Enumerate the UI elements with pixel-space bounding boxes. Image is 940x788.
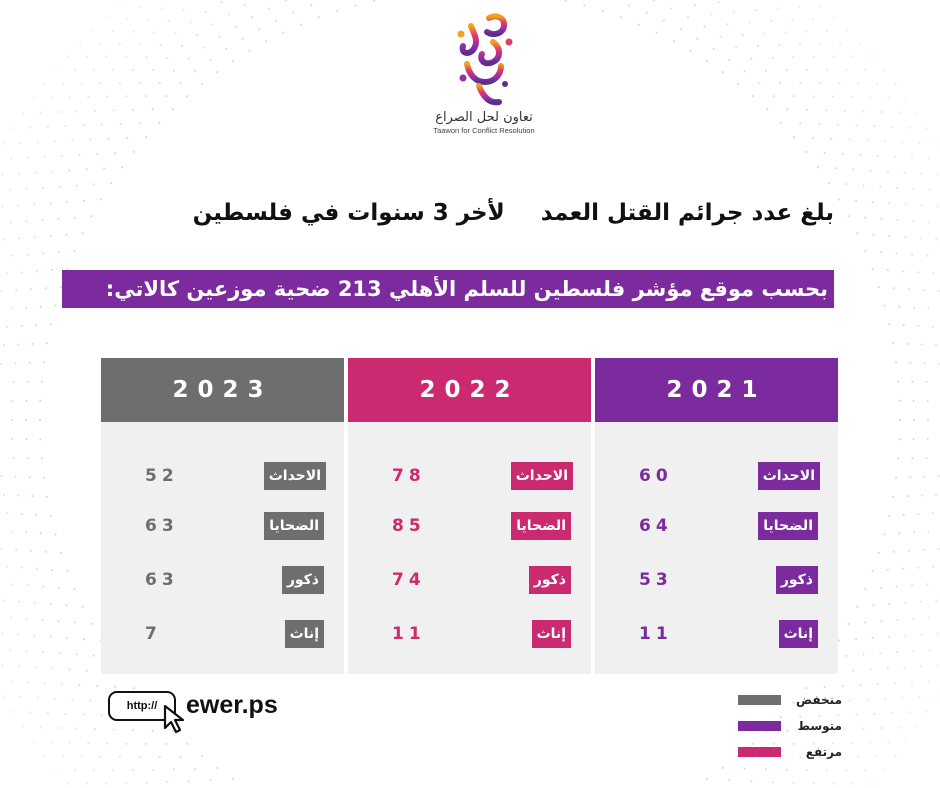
- row-value: 78: [392, 466, 426, 486]
- headline-part-1: بلغ عدد جرائم القتل العمد: [540, 200, 834, 226]
- row-value: 63: [145, 516, 179, 536]
- row-value: 11: [639, 624, 673, 644]
- headline: بلغ عدد جرائم القتل العمد لأخر 3 سنوات ف…: [134, 200, 834, 226]
- year-header: 2022: [348, 358, 591, 422]
- row-label: ذكور: [281, 566, 324, 594]
- row-value: 11: [392, 624, 426, 644]
- table-row: 7 إناث: [101, 620, 344, 648]
- row-value: 63: [145, 570, 179, 590]
- table-row: 63 الضحايا: [101, 512, 344, 540]
- row-label: إناث: [778, 620, 818, 648]
- legend-swatch: [738, 721, 781, 731]
- legend-label: منخفض: [796, 693, 842, 707]
- logo-english-name: Taawon for Conflict Resolution: [433, 126, 535, 135]
- table-row: 78 الاحداث: [348, 462, 591, 490]
- source-banner: بحسب موقع مؤشر فلسطين للسلم الأهلي 213 ض…: [62, 270, 834, 308]
- legend-swatch: [738, 695, 781, 705]
- row-label: إناث: [284, 620, 324, 648]
- table-row: 74 ذكور: [348, 566, 591, 594]
- year-column-body: 78 الاحداث 85 الضحايا 74 ذكور 11 إناث: [348, 422, 591, 674]
- taawon-logo-mark: [457, 13, 513, 106]
- legend-item-medium: متوسط: [738, 716, 848, 736]
- row-value: 74: [392, 570, 426, 590]
- row-value: 52: [145, 466, 179, 486]
- website-domain: ewer.ps: [186, 691, 278, 719]
- legend-swatch: [738, 747, 781, 757]
- year-header: 2023: [101, 358, 344, 422]
- headline-part-2: لأخر 3 سنوات في فلسطين: [192, 200, 505, 226]
- table-row: 64 الضحايا: [595, 512, 838, 540]
- row-value: 53: [639, 570, 673, 590]
- year-column-2021: 2021 60 الاحداث 64 الضحايا 53 ذكور 11 إناث: [595, 358, 838, 674]
- legend-label: مرتفع: [805, 745, 842, 759]
- row-value: 85: [392, 516, 426, 536]
- row-value: 60: [639, 466, 673, 486]
- table-row: 85 الضحايا: [348, 512, 591, 540]
- row-label: الاحداث: [263, 462, 326, 490]
- row-value: 64: [639, 516, 673, 536]
- legend-item-low: منخفض: [738, 690, 848, 710]
- year-column-body: 52 الاحداث 63 الضحايا 63 ذكور 7 إناث: [101, 422, 344, 674]
- row-value: 7: [145, 624, 162, 644]
- table-row: 11 إناث: [348, 620, 591, 648]
- legend-item-high: مرتفع: [738, 742, 848, 762]
- table-row: 52 الاحداث: [101, 462, 344, 490]
- year-column-2022: 2022 78 الاحداث 85 الضحايا 74 ذكور 11 إناث: [348, 358, 591, 674]
- row-label: ذكور: [528, 566, 571, 594]
- table-row: 11 إناث: [595, 620, 838, 648]
- stats-table: 2021 60 الاحداث 64 الضحايا 53 ذكور 11 إناث 2022 78…: [101, 358, 838, 674]
- logo-arabic-name: تعاون لحل الصراع: [435, 110, 533, 125]
- row-label: الاحداث: [510, 462, 573, 490]
- row-label: الضحايا: [264, 512, 324, 540]
- year-header: 2021: [595, 358, 838, 422]
- row-label: الضحايا: [511, 512, 571, 540]
- row-label: إناث: [531, 620, 571, 648]
- taawon-logo: تعاون لحل الصراع Taawon for Conflict Res…: [418, 12, 550, 152]
- year-column-2023: 2023 52 الاحداث 63 الضحايا 63 ذكور 7 إناث: [101, 358, 344, 674]
- row-label: ذكور: [775, 566, 818, 594]
- legend-label: متوسط: [797, 719, 842, 733]
- mouse-cursor-icon: [163, 704, 185, 734]
- table-row: 53 ذكور: [595, 566, 838, 594]
- url-prefix: http://: [126, 700, 158, 712]
- table-row: 60 الاحداث: [595, 462, 838, 490]
- row-label: الاحداث: [757, 462, 820, 490]
- table-row: 63 ذكور: [101, 566, 344, 594]
- row-label: الضحايا: [758, 512, 818, 540]
- year-column-body: 60 الاحداث 64 الضحايا 53 ذكور 11 إناث: [595, 422, 838, 674]
